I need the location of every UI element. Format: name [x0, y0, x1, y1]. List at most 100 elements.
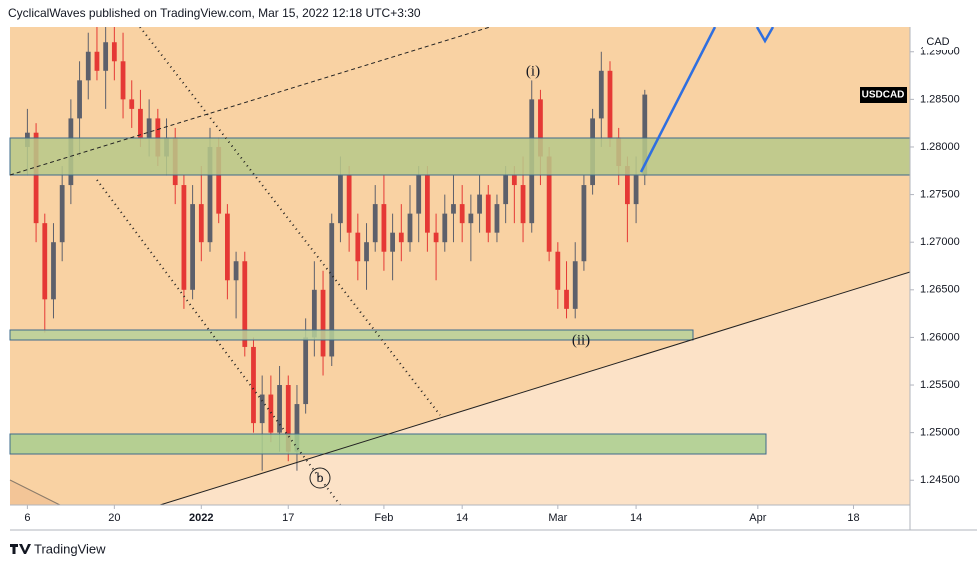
candle-body: [216, 146, 222, 214]
y-tick-label: 1.27500: [920, 188, 960, 200]
projection: [639, 26, 717, 173]
candle-body: [242, 261, 248, 347]
candle-body: [42, 223, 48, 300]
candle-body: [103, 42, 109, 71]
wave-label: (ii): [572, 332, 590, 348]
candle-body: [425, 175, 430, 233]
x-tick-label: 14: [630, 512, 642, 524]
candle-body: [633, 175, 639, 205]
candle-body: [503, 175, 509, 205]
candle-body: [59, 185, 65, 243]
y-axis-label: CAD: [926, 36, 949, 48]
candle-body: [111, 42, 117, 62]
trend-line: [159, 271, 911, 506]
channel-line: [139, 26, 441, 416]
unit-box: [923, 34, 953, 50]
y-tick-label: 1.26000: [920, 331, 960, 343]
y-tick-label: 1.28000: [920, 141, 960, 153]
y-tick-label: 1.25500: [920, 379, 960, 391]
candle-body: [338, 175, 343, 224]
candle-body: [77, 80, 82, 119]
candle-body: [459, 204, 465, 224]
candle-body: [268, 394, 274, 433]
wave-label: b: [317, 471, 324, 486]
candle-body: [129, 99, 135, 109]
x-tick-label: Mar: [548, 512, 567, 524]
y-tick-label: 1.24500: [920, 474, 960, 486]
candle-body: [520, 185, 526, 224]
logo: [10, 544, 31, 554]
zone: [9, 137, 911, 176]
x-tick-label: Feb: [374, 512, 393, 524]
candle-body: [198, 204, 204, 243]
candle-body: [94, 51, 100, 71]
candle-body: [555, 251, 561, 290]
candle-body: [146, 118, 152, 138]
zone: [9, 329, 694, 341]
candle-body: [346, 175, 352, 233]
candle-body: [625, 166, 630, 205]
candle-body: [564, 289, 569, 309]
wave-label: (i): [526, 63, 540, 79]
candle-body: [581, 185, 587, 262]
zone: [9, 433, 767, 455]
candle-body: [511, 175, 517, 186]
candle-body: [442, 213, 448, 243]
candle-body: [294, 404, 300, 452]
candle-body: [303, 337, 309, 405]
candle-body: [138, 108, 143, 138]
x-tick-label: 18: [847, 512, 859, 524]
candle-body: [398, 232, 404, 243]
y-tick-label: 1.28500: [920, 93, 960, 105]
candle-body: [538, 99, 543, 157]
candle-body: [285, 385, 291, 452]
candle-body: [51, 242, 56, 300]
wave-circle: [309, 467, 331, 489]
symbol-badge: [860, 87, 907, 103]
candle-body: [233, 261, 239, 281]
candle-body: [277, 385, 282, 433]
candle-body: [607, 70, 613, 138]
candle-body: [329, 223, 335, 357]
x-tick-label: 14: [456, 512, 468, 524]
x-tick-label: 17: [282, 512, 294, 524]
candle-body: [546, 156, 552, 252]
candle-body: [259, 394, 265, 424]
candle-body: [407, 213, 413, 243]
candle-body: [451, 204, 456, 214]
footer: TradingView: [34, 541, 106, 556]
candle-body: [390, 232, 395, 252]
candle-body: [477, 194, 482, 214]
candle-body: [416, 175, 422, 214]
symbol-label: USDCAD: [862, 90, 905, 101]
candle-body: [433, 232, 439, 243]
header: CyclicalWaves published on TradingView.c…: [8, 6, 421, 20]
header-band: [0, 0, 977, 27]
candle-body: [33, 132, 39, 224]
candle-body: [642, 94, 648, 176]
candle-body: [598, 70, 604, 119]
y-tick-label: 1.26500: [920, 284, 960, 296]
candle-body: [494, 204, 500, 233]
candle-body: [85, 51, 91, 81]
candle-body: [190, 204, 195, 290]
candle-body: [207, 146, 213, 243]
price-axis: [910, 27, 977, 505]
x-tick-label: 6: [24, 512, 30, 524]
candle-body: [120, 61, 126, 100]
x-tick-label: Apr: [749, 512, 766, 524]
candle-body: [364, 242, 369, 262]
candle-body: [485, 194, 491, 233]
corner-line: [9, 479, 61, 506]
candle-body: [381, 204, 387, 252]
candle-body: [355, 232, 361, 262]
y-tick-label: 1.27000: [920, 236, 960, 248]
candle-body: [225, 213, 230, 281]
candle-body: [468, 213, 474, 224]
candle-body: [311, 289, 317, 338]
candle-body: [251, 346, 256, 424]
x-tick-label: 2022: [189, 512, 213, 524]
candle-body: [155, 118, 161, 157]
